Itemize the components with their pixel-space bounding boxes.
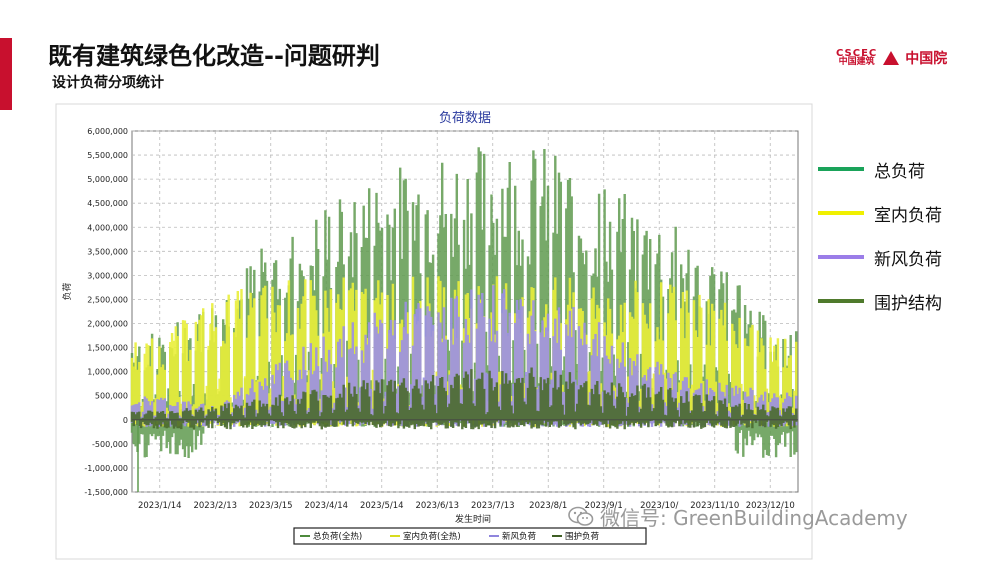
legend-item: 总负荷 xyxy=(818,158,942,182)
wechat-icon xyxy=(568,506,594,528)
legend-label: 围护结构 xyxy=(874,293,942,314)
x-tick-label: 2023/8/1 xyxy=(529,501,567,511)
bottom-legend-label: 新风负荷 xyxy=(502,531,537,542)
legend-item: 围护结构 xyxy=(818,290,942,314)
bottom-legend-label: 总负荷(全热) xyxy=(313,531,362,542)
bottom-legend-box xyxy=(293,527,647,545)
bottom-legend-label: 围护负荷 xyxy=(565,531,600,542)
watermark: 微信号: GreenBuildingAcademy xyxy=(568,502,908,531)
legend-item: 新风负荷 xyxy=(818,246,942,270)
y-tick-label: 5,500,000 xyxy=(87,151,128,160)
y-axis-label: 负荷 xyxy=(61,282,73,300)
logo-name: 中国院 xyxy=(905,51,948,67)
legend-label: 新风负荷 xyxy=(874,249,942,270)
legend-swatch xyxy=(818,255,864,259)
y-tick-label: 1,500,000 xyxy=(87,344,128,353)
legend-swatch xyxy=(818,167,864,171)
y-tick-label: 500,000 xyxy=(95,392,128,401)
y-tick-label: -1,500,000 xyxy=(84,488,128,497)
bottom-legend-label: 室内负荷(全热) xyxy=(403,531,461,542)
x-tick-label: 2023/12/10 xyxy=(746,501,795,511)
legend-item: 室内负荷 xyxy=(818,202,942,226)
x-axis-label: 发生时间 xyxy=(455,513,491,525)
y-tick-label: 4,500,000 xyxy=(87,199,128,208)
brand-logo: CSCEC 中国建筑 中国院 xyxy=(836,48,947,68)
x-tick-label: 2023/5/14 xyxy=(360,501,404,511)
y-tick-label: 4,000,000 xyxy=(87,223,128,232)
legend-swatch xyxy=(818,211,864,215)
accent-bar xyxy=(0,38,12,110)
x-tick-label: 2023/6/13 xyxy=(415,501,459,511)
x-tick-label: 2023/10/ xyxy=(640,501,678,511)
legend-label: 室内负荷 xyxy=(874,205,942,226)
y-tick-label: 5,000,000 xyxy=(87,175,128,184)
x-tick-label: 2023/1/14 xyxy=(138,501,182,511)
watermark-text: 微信号: GreenBuildingAcademy xyxy=(600,506,908,530)
y-tick-label: 6,000,000 xyxy=(87,127,128,136)
y-tick-label: -1,000,000 xyxy=(84,464,128,473)
chart-title: 负荷数据 xyxy=(439,111,491,126)
y-tick-label: 2,000,000 xyxy=(87,320,128,329)
logo-triangle-icon xyxy=(883,51,900,65)
slide-subtitle: 设计负荷分项统计 xyxy=(52,75,164,91)
x-tick-label: 2023/7/13 xyxy=(471,501,515,511)
series-envelope-load xyxy=(130,367,798,430)
x-tick-label: 2023/11/10 xyxy=(690,501,739,511)
legend-label: 总负荷 xyxy=(874,161,925,182)
x-tick-label: 2023/4/14 xyxy=(304,501,348,511)
x-tick-label: 2023/3/15 xyxy=(249,501,293,511)
slide-title: 既有建筑绿色化改造--问题研判 xyxy=(48,42,380,70)
y-tick-label: 1,000,000 xyxy=(87,368,128,377)
x-tick-label: 2023/9/1 xyxy=(585,501,623,511)
x-tick-label: 2023/2/13 xyxy=(193,501,237,511)
right-legend: 总负荷室内负荷新风负荷围护结构 xyxy=(818,158,942,334)
legend-swatch xyxy=(818,299,864,303)
y-tick-label: 2,500,000 xyxy=(87,295,128,304)
cscec-logo: CSCEC 中国建筑 xyxy=(836,48,878,67)
y-tick-label: 0 xyxy=(123,416,128,425)
y-tick-label: 3,500,000 xyxy=(87,247,128,256)
y-tick-label: 3,000,000 xyxy=(87,271,128,280)
y-tick-label: -500,000 xyxy=(92,440,128,449)
